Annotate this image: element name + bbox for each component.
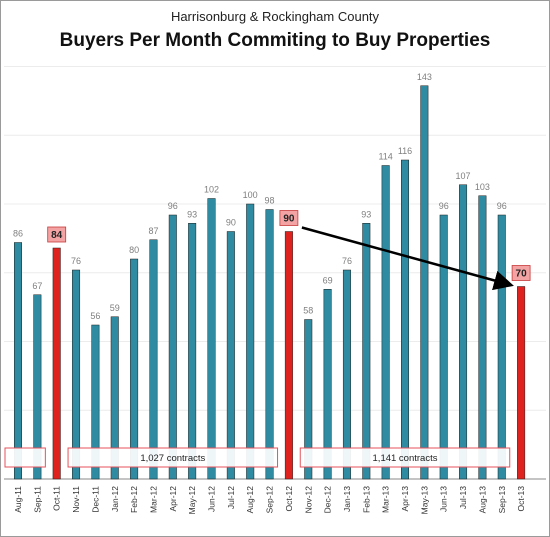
tick-label: May-13	[419, 486, 429, 515]
bars	[14, 85, 526, 480]
tick-label: Oct-11	[52, 486, 62, 511]
value-label-box	[47, 226, 67, 243]
value-label: 56	[90, 311, 100, 321]
tick-label: Oct-12	[284, 486, 294, 512]
bar-aug-13	[478, 195, 487, 480]
value-label: 93	[361, 209, 371, 219]
tick-label: Jan-13	[342, 486, 352, 512]
value-label-box	[279, 210, 299, 226]
bar-nov-11	[72, 269, 81, 480]
tick-label: Feb-13	[361, 486, 371, 513]
value-label: 96	[168, 201, 178, 211]
trend-arrow	[301, 226, 514, 291]
value-label: 96	[497, 201, 507, 211]
tick-label: Mar-13	[381, 486, 391, 513]
value-label: 80	[129, 245, 139, 255]
bar-mar-12	[149, 239, 158, 480]
tick-label: Jul-12	[226, 486, 236, 509]
bar-sep-13	[497, 214, 506, 480]
tick-label: Dec-12	[323, 486, 333, 514]
tick-label: Sep-12	[265, 486, 275, 514]
tick-label: Aug-11	[13, 486, 23, 513]
value-label: 70	[516, 269, 528, 280]
tick-label: Aug-13	[477, 486, 487, 514]
value-label: 90	[283, 214, 295, 225]
tick-label: Feb-12	[129, 486, 139, 513]
bar-aug-12	[246, 203, 255, 480]
value-label: 107	[456, 171, 471, 181]
bar-sep-11	[33, 294, 42, 480]
bar-apr-12	[168, 214, 177, 480]
x-axis-ticks: Aug-11 Sep-11 Oct-11 Nov-11 Dec-11 Jan-12 Feb-…	[13, 486, 526, 515]
value-label: 143	[417, 72, 432, 82]
value-label: 84	[51, 230, 63, 241]
bar-jun-12	[207, 198, 216, 480]
bar-aug-11	[14, 242, 22, 480]
tick-label: Aug-12	[245, 486, 255, 514]
value-label: 98	[265, 196, 275, 206]
bar-nov-12	[304, 319, 313, 480]
value-label: 93	[187, 209, 197, 219]
tick-label: Apr-13	[400, 486, 410, 512]
bar-mar-13	[381, 165, 390, 480]
bar-may-12	[188, 223, 197, 480]
annotations: 1,027 contracts 1,141 contracts	[4, 447, 511, 468]
tick-label: Jul-13	[458, 486, 468, 509]
bar-feb-12	[130, 258, 139, 480]
tick-label: May-12	[187, 486, 197, 515]
data-labels: 86 67 84 76 56 59 80 87 96 93 102 90 100 98 90 58 69 76 93…	[13, 72, 531, 321]
contracts-annotation-box	[4, 447, 46, 468]
tick-label: Nov-11	[71, 486, 81, 513]
bar-sep-12	[265, 209, 274, 480]
tick-label: Nov-12	[303, 486, 313, 514]
bar-dec-12	[323, 289, 332, 480]
value-label: 116	[398, 146, 412, 156]
bar-jan-12	[110, 316, 119, 480]
value-label: 100	[243, 190, 258, 200]
chart-title: Buyers Per Month Commiting to Buy Proper…	[59, 30, 491, 51]
tick-label: Jan-12	[110, 486, 120, 512]
bar-jul-13	[459, 184, 468, 480]
value-label: 103	[475, 182, 490, 192]
bar-jun-13	[439, 214, 448, 480]
value-label: 67	[32, 281, 42, 291]
tick-label: Sep-13	[497, 486, 507, 514]
bar-jul-12	[226, 231, 235, 480]
contracts-annotation-box	[67, 447, 279, 468]
tick-label: Jun-13	[439, 486, 449, 512]
value-label: 76	[71, 256, 81, 266]
value-label: 96	[439, 201, 449, 211]
value-label: 86	[13, 229, 23, 239]
chart-subtitle: Harrisonburg & Rockingham County	[170, 9, 380, 24]
value-label: 114	[378, 152, 392, 162]
tick-label: Jun-12	[207, 486, 217, 512]
bar-feb-13	[362, 223, 371, 480]
bar-jan-13	[342, 269, 351, 480]
contracts-annotation-text: 1,027 contracts	[140, 453, 205, 464]
bar-apr-13	[401, 159, 409, 480]
bar-may-13	[420, 85, 429, 480]
bar-oct-11	[52, 247, 61, 480]
tick-label: Mar-12	[148, 486, 158, 513]
contracts-annotation-text: 1,141 contracts	[373, 453, 438, 464]
tick-label: Oct-13	[516, 486, 526, 512]
bar-oct-13	[517, 286, 526, 480]
tick-label: Apr-12	[168, 486, 178, 512]
value-label: 58	[303, 306, 313, 316]
value-label: 87	[148, 226, 158, 236]
contracts-annotation-box	[299, 447, 511, 468]
value-label: 59	[110, 303, 120, 313]
bar-dec-11	[91, 324, 100, 480]
value-label: 69	[323, 275, 333, 285]
value-label: 76	[342, 256, 352, 266]
bar-oct-12	[284, 231, 293, 480]
value-label: 90	[226, 218, 236, 228]
tick-label: Dec-11	[90, 486, 100, 513]
tick-label: Sep-11	[32, 486, 42, 513]
value-label: 102	[204, 185, 219, 195]
